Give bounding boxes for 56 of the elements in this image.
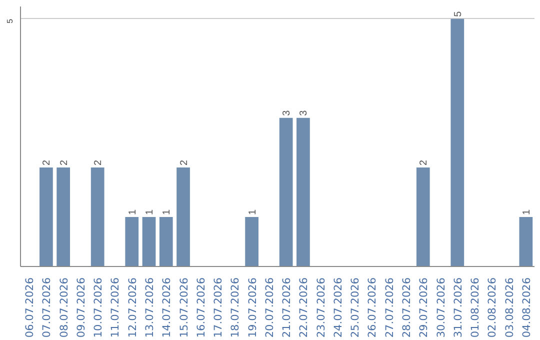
data-label: 1 <box>144 208 156 215</box>
x-tick-label: 09.07.2026 <box>75 277 88 338</box>
bar <box>176 167 190 266</box>
x-tick-label: 04.08.2026 <box>520 277 533 338</box>
data-label: 2 <box>93 159 104 166</box>
x-tick-label: 02.08.2026 <box>486 277 499 338</box>
data-label: 1 <box>247 208 258 215</box>
data-label: 1 <box>127 208 138 215</box>
bar <box>56 167 70 266</box>
data-label: 1 <box>521 208 532 215</box>
data-label: 3 <box>282 110 293 116</box>
data-label: 2 <box>178 159 190 166</box>
x-tick-label: 19.07.2026 <box>246 277 259 338</box>
x-tick-label: 10.07.2026 <box>92 277 105 338</box>
x-tick-label: 11.07.2026 <box>110 277 122 338</box>
x-tick-label: 27.07.2026 <box>384 277 396 338</box>
x-tick-label: 06.07.2026 <box>24 277 36 338</box>
bar <box>416 167 430 266</box>
data-label: 2 <box>42 159 53 166</box>
x-tick-label: 29.07.2026 <box>418 277 430 338</box>
x-tick-label: 18.07.2026 <box>230 277 242 338</box>
x-tick-label: 13.07.2026 <box>144 277 156 338</box>
x-tick-label: 20.07.2026 <box>264 277 276 338</box>
bar <box>519 216 533 266</box>
x-tick-label: 25.07.2026 <box>350 277 362 338</box>
x-tick-label: 07.07.2026 <box>41 277 54 338</box>
x-tick-label: 22.07.2026 <box>298 277 310 338</box>
x-tick-label: 23.07.2026 <box>315 277 328 338</box>
bar <box>159 216 173 266</box>
data-label: 2 <box>418 159 430 166</box>
x-tick-label: 03.08.2026 <box>504 277 516 338</box>
data-label: 1 <box>162 208 173 215</box>
bar <box>125 216 139 266</box>
x-tick-label: 31.07.2026 <box>452 277 464 338</box>
x-tick-label: 14.07.2026 <box>161 277 174 338</box>
bar <box>450 18 464 266</box>
x-tick-label: 24.07.2026 <box>332 277 344 338</box>
bar <box>90 167 104 266</box>
x-tick-label: 08.07.2026 <box>58 277 70 338</box>
x-tick-label: 21.07.2026 <box>281 277 294 338</box>
bar <box>279 118 293 266</box>
x-tick-label: 16.07.2026 <box>195 277 208 338</box>
x-tick-label: 12.07.2026 <box>126 277 139 338</box>
data-label: 2 <box>58 159 70 166</box>
x-tick-label: 01.08.2026 <box>470 277 482 338</box>
x-tick-label: 30.07.2026 <box>435 277 448 338</box>
bar <box>40 167 53 266</box>
x-tick-label: 28.07.2026 <box>401 277 413 338</box>
bar <box>296 118 310 266</box>
x-tick-label: 15.07.2026 <box>178 277 190 338</box>
data-label: 5 <box>452 10 464 17</box>
x-tick-label: 26.07.2026 <box>366 277 379 338</box>
data-label: 3 <box>298 110 310 116</box>
x-tick-label: 17.07.2026 <box>212 277 225 338</box>
bar <box>142 216 156 266</box>
bar <box>245 216 258 266</box>
